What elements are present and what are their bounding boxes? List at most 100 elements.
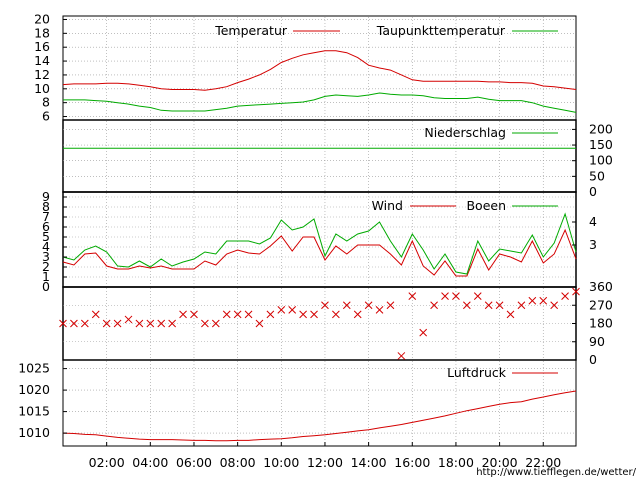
wind-direction-point (59, 319, 67, 328)
xtick-label: 02:00 (89, 455, 125, 470)
wind-direction-point (201, 319, 209, 328)
wind-direction-ytick-right-label: 90 (589, 334, 605, 349)
precipitation-ytick-label: 0 (589, 184, 597, 199)
xtick-label: 22:00 (525, 455, 561, 470)
wind-direction-point (179, 310, 187, 319)
wind-direction-point (266, 310, 275, 319)
wind-direction-point (222, 310, 231, 319)
wind-ytick-label: 8 (42, 199, 50, 214)
xtick-label: 18:00 (438, 455, 474, 470)
wind-direction-point (408, 292, 417, 300)
pressure-frame (62, 359, 577, 447)
precipitation-ytick-label: 100 (589, 153, 613, 168)
source-credit: http://www.tiefflegen.de/wetter/ (476, 467, 636, 478)
wind-direction-point (517, 301, 526, 310)
wind-ytick-label: 2 (42, 259, 50, 274)
wind-ytick-label: 0 (42, 279, 50, 294)
temperature-ytick-label: 14 (34, 53, 50, 68)
xtick-label: 08:00 (220, 455, 256, 470)
wind-direction-ytick-right-label: 180 (589, 316, 613, 331)
wind-direction-point (124, 315, 133, 324)
temperature-line-0 (62, 50, 577, 91)
wind-direction-point (484, 301, 493, 310)
temperature-ytick-label: 18 (34, 25, 50, 40)
grid-lines (63, 17, 576, 445)
wind-ytick-right-label: 3 (589, 237, 597, 252)
wind-direction-point (332, 310, 340, 319)
xtick-label: 06:00 (176, 455, 212, 470)
xtick-label: 12:00 (307, 455, 343, 470)
wind-ytick-label: 3 (42, 249, 50, 264)
wind-direction-point (233, 310, 242, 319)
wind-direction-point (375, 306, 384, 314)
wind-direction-point (211, 319, 220, 328)
wind-direction-ytick-right-label: 360 (589, 279, 613, 294)
pressure-ytick-label: 1020 (18, 382, 50, 397)
wind-direction-point (528, 296, 537, 305)
wind-direction-point (299, 310, 307, 319)
wind-direction-point (430, 301, 438, 310)
wind-direction-point (157, 319, 166, 328)
wind-direction-point (539, 296, 548, 305)
wind-direction-point (495, 301, 504, 310)
xtick-label: 04:00 (132, 455, 168, 470)
legend-luftdruck-label: Luftdruck (447, 365, 507, 380)
wind-direction-point (70, 319, 78, 328)
wind-ytick-label: 7 (42, 209, 50, 224)
wind-direction-point (452, 292, 460, 300)
temperature-ytick-label: 12 (34, 67, 50, 82)
wind-line-0 (62, 228, 577, 277)
temperature-line-1 (63, 92, 577, 113)
wind-direction-point (146, 319, 155, 328)
temperature-ytick-label: 20 (34, 11, 50, 26)
wind-direction-ytick-right-label: 270 (589, 297, 613, 312)
precipitation-ytick-label: 150 (589, 137, 613, 152)
wind-direction-point (342, 301, 351, 310)
wind-direction-point (277, 306, 286, 314)
wind-direction-point (244, 310, 253, 319)
wind-ytick-label: 5 (42, 229, 50, 244)
wind-direction-point (255, 319, 264, 328)
legend-niederschlag-label: Niederschlag (424, 125, 506, 140)
wind-direction-point (353, 310, 362, 319)
wind-direction-point (102, 319, 111, 328)
wind-direction-point (135, 319, 144, 328)
wind-direction-point (419, 328, 428, 337)
temperature-ytick-label: 6 (42, 109, 50, 124)
pressure-ytick-label: 1015 (18, 404, 50, 419)
wind-ytick-label: 4 (42, 239, 50, 254)
legend-temperatur-label: Temperatur (214, 23, 288, 38)
precipitation-ytick-label: 200 (589, 121, 613, 136)
chart-marks (59, 50, 580, 442)
temperature-ytick-label: 8 (42, 95, 50, 110)
wind-direction-point (506, 310, 515, 319)
pressure-ytick-label: 1025 (18, 361, 50, 376)
pressure-ytick-label: 1010 (18, 425, 50, 440)
wind-direction-point (288, 306, 297, 314)
wind-direction-point (550, 301, 559, 310)
wind-ytick-label: 6 (42, 219, 50, 234)
wind-ytick-right-label: 4 (589, 214, 597, 229)
xtick-label: 10:00 (263, 455, 299, 470)
xtick-label: 16:00 (394, 455, 430, 470)
wind-direction-point (441, 292, 449, 300)
wind-direction-point (168, 319, 177, 328)
wind-ytick-label: 9 (42, 189, 50, 204)
temperature-ytick-label: 10 (34, 81, 50, 96)
wind-ytick-label: 1 (42, 269, 50, 284)
wind-direction-point (190, 310, 198, 319)
wind-direction-point (310, 310, 318, 319)
xtick-label: 20:00 (482, 455, 518, 470)
wind-direction-point (113, 319, 122, 328)
pressure-line-0 (62, 390, 577, 442)
temperature-ytick-label: 16 (34, 39, 50, 54)
wind-direction-point (364, 301, 373, 310)
wind-direction-point (397, 352, 406, 360)
tick-labels: 6810121416182020015010050001234567893436… (18, 11, 613, 470)
precipitation-ytick-label: 50 (589, 168, 605, 183)
xtick-label: 14:00 (351, 455, 387, 470)
wind-direction-point (462, 301, 471, 310)
wind-direction-point (386, 301, 395, 310)
wind-direction-point (561, 292, 569, 300)
